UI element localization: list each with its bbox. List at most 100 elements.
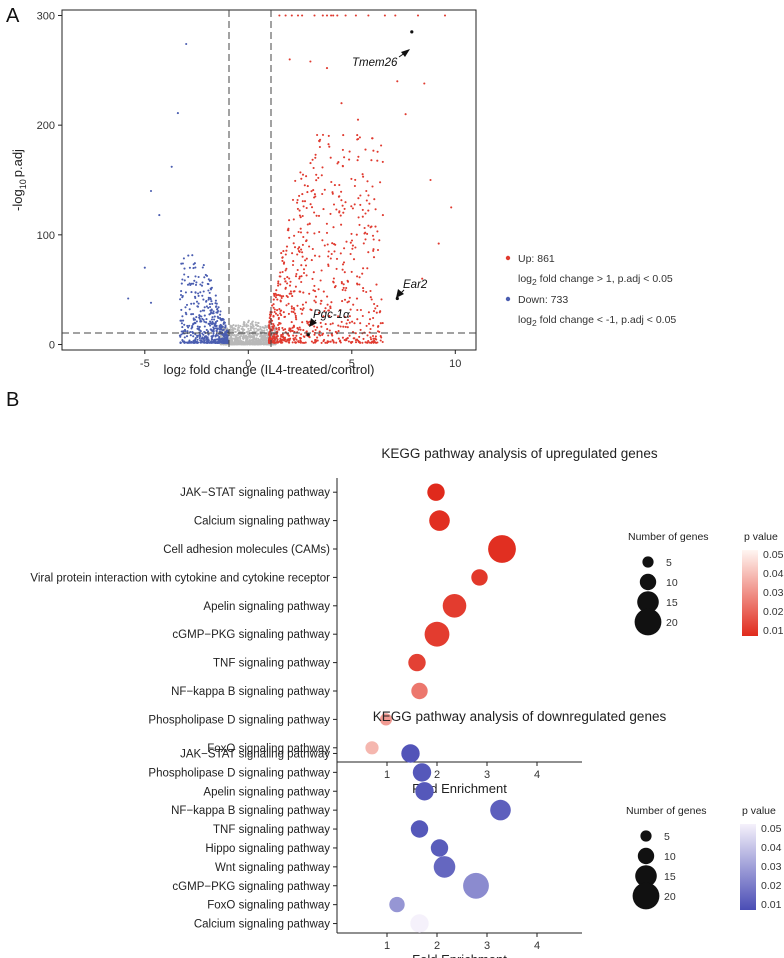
ns-point <box>244 335 247 338</box>
up-point <box>296 268 299 272</box>
up-point <box>346 326 349 329</box>
down-point <box>217 306 220 309</box>
up-point <box>271 335 274 338</box>
up-point <box>345 322 348 325</box>
up-point <box>301 308 304 311</box>
ns-point <box>255 327 258 330</box>
up-point <box>299 231 303 234</box>
up-point <box>299 328 302 331</box>
up-point <box>298 250 301 253</box>
ns-point <box>230 340 233 343</box>
up-point <box>312 189 315 192</box>
up-point-capped <box>296 14 300 17</box>
up-point <box>301 321 304 324</box>
up-point <box>285 245 289 248</box>
size-legend-dot <box>632 882 660 910</box>
up-point <box>367 224 370 227</box>
up-point <box>318 255 321 258</box>
up-point <box>281 341 284 344</box>
color-legend-title: p value <box>744 531 778 543</box>
up-point <box>351 247 354 250</box>
highlighted-gene-point <box>306 333 310 337</box>
up-point <box>284 253 287 256</box>
up-point <box>368 202 371 205</box>
down-point <box>205 305 208 308</box>
kegg-xtick-label: 4 <box>534 769 540 781</box>
up-point <box>295 338 298 341</box>
up-point <box>311 158 314 161</box>
down-point <box>180 319 183 322</box>
down-point <box>190 291 193 294</box>
up-point <box>302 329 305 332</box>
down-point <box>149 301 153 304</box>
pathway-label: Apelin signaling pathway <box>203 601 330 613</box>
up-point <box>273 308 276 311</box>
down-point <box>211 340 214 344</box>
down-point <box>210 286 213 289</box>
up-point <box>277 317 280 321</box>
down-point <box>226 335 229 338</box>
up-point <box>309 60 312 63</box>
ns-point <box>265 342 268 346</box>
up-point <box>301 255 304 258</box>
down-point <box>198 337 201 340</box>
down-point <box>183 328 187 331</box>
up-point <box>373 302 376 306</box>
colorbar-tick-label: 0.03 <box>761 861 782 873</box>
up-point <box>285 294 288 297</box>
ns-point <box>251 320 254 323</box>
up-point <box>288 284 292 287</box>
up-point <box>379 322 382 325</box>
down-point <box>208 341 211 344</box>
up-point <box>337 195 340 198</box>
down-point <box>209 297 212 300</box>
down-point <box>210 335 213 338</box>
up-point <box>300 333 303 336</box>
up-point <box>302 268 306 271</box>
ns-point <box>253 341 256 344</box>
up-point <box>291 263 295 267</box>
up-point <box>358 276 361 279</box>
down-point <box>176 112 179 115</box>
ns-point <box>248 329 251 332</box>
up-point <box>310 190 313 193</box>
down-point <box>197 302 200 305</box>
up-point <box>346 337 349 340</box>
ns-point <box>249 325 252 328</box>
down-point <box>194 338 197 341</box>
up-point <box>340 320 343 323</box>
up-point <box>361 314 364 318</box>
p-value-colorbar <box>740 824 756 910</box>
up-point <box>366 267 369 270</box>
up-point <box>297 230 300 234</box>
up-point <box>353 322 356 325</box>
ns-point <box>253 335 256 338</box>
down-point <box>181 296 184 299</box>
up-point <box>370 340 374 343</box>
arrowhead-ear2 <box>396 289 404 298</box>
up-point <box>312 341 315 344</box>
volcano-frame <box>61 9 477 351</box>
up-point <box>268 330 271 333</box>
up-point <box>279 337 282 340</box>
up-point <box>337 315 340 318</box>
ns-point <box>245 338 248 341</box>
up-point <box>333 250 336 253</box>
up-point <box>268 324 271 327</box>
down-point <box>215 311 218 314</box>
up-point <box>379 310 382 313</box>
up-point <box>339 325 342 328</box>
down-point <box>203 309 206 312</box>
up-point <box>301 251 304 254</box>
ns-point <box>249 336 252 339</box>
down-point <box>211 316 214 319</box>
up-point <box>314 338 317 342</box>
up-point <box>352 303 355 306</box>
up-point <box>340 102 343 105</box>
up-point <box>319 279 322 282</box>
down-point <box>217 316 220 320</box>
ns-point <box>264 340 267 343</box>
down-point <box>200 315 203 318</box>
down-point <box>212 339 215 342</box>
ns-point <box>236 329 239 332</box>
